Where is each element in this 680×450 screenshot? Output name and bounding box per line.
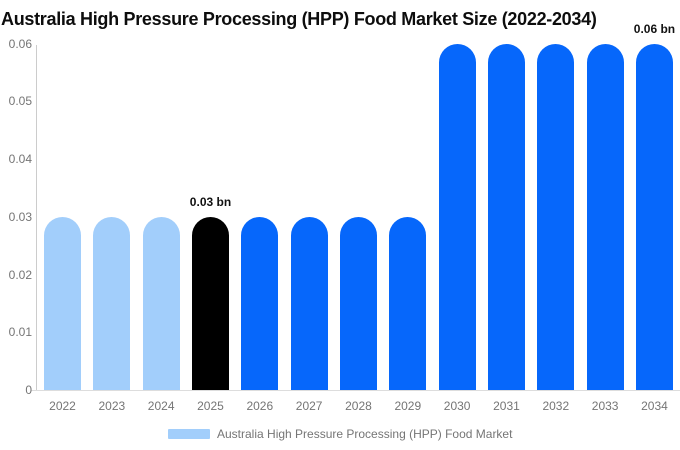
- x-axis-label-2029: 2029: [394, 399, 422, 413]
- x-axis-label-2022: 2022: [49, 399, 76, 413]
- x-axis-label-2024: 2024: [147, 399, 175, 413]
- y-axis-label-0.06: 0.06: [8, 36, 32, 51]
- y-axis-line: [36, 45, 37, 390]
- value-label-2034: 0.06 bn: [633, 21, 676, 36]
- y-axis-label-0.05: 0.05: [8, 94, 32, 109]
- x-axis-label-2023: 2023: [98, 399, 126, 413]
- value-label-2025: 0.03 bn: [189, 194, 232, 209]
- x-axis-label-2028: 2028: [345, 399, 372, 413]
- bar-2027[interactable]: [290, 216, 328, 390]
- x-axis-label-2034: 2034: [641, 399, 668, 413]
- x-axis-label-2027: 2027: [295, 399, 323, 413]
- bar-2026[interactable]: [241, 216, 279, 390]
- x-axis-label-2025: 2025: [197, 399, 224, 413]
- bar-2024[interactable]: [142, 216, 180, 390]
- y-axis-label-0.04: 0.04: [8, 152, 32, 166]
- bar-2023[interactable]: [93, 216, 131, 390]
- legend-item[interactable]: Australia High Pressure Processing (HPP)…: [168, 426, 512, 442]
- x-axis-label-2026: 2026: [246, 399, 274, 413]
- bar-2033[interactable]: [586, 43, 624, 390]
- bar-2022[interactable]: [44, 216, 81, 390]
- bar-2028[interactable]: [339, 216, 377, 390]
- bar-2034[interactable]: [635, 43, 673, 390]
- x-axis-label-2032: 2032: [542, 399, 570, 413]
- y-axis-label-0.02: 0.02: [8, 267, 32, 282]
- legend-swatch-icon: [168, 429, 210, 439]
- y-axis-label-0.01: 0.01: [8, 325, 32, 340]
- x-axis-line: [31, 390, 680, 391]
- bar-2025[interactable]: [191, 216, 229, 390]
- bar-2030[interactable]: [438, 43, 476, 390]
- x-axis-label-2033: 2033: [591, 399, 619, 413]
- chart-title: Australia High Pressure Processing (HPP)…: [1, 9, 597, 29]
- legend-label: Australia High Pressure Processing (HPP)…: [217, 427, 513, 441]
- x-axis-label-2031: 2031: [493, 399, 520, 413]
- bar-2032[interactable]: [537, 43, 575, 390]
- bar-2031[interactable]: [487, 43, 525, 390]
- y-axis-label-0: 0: [25, 383, 32, 397]
- x-axis-label-2030: 2030: [443, 399, 471, 413]
- y-axis-label-0.03: 0.03: [8, 209, 32, 224]
- bar-2029[interactable]: [389, 216, 427, 390]
